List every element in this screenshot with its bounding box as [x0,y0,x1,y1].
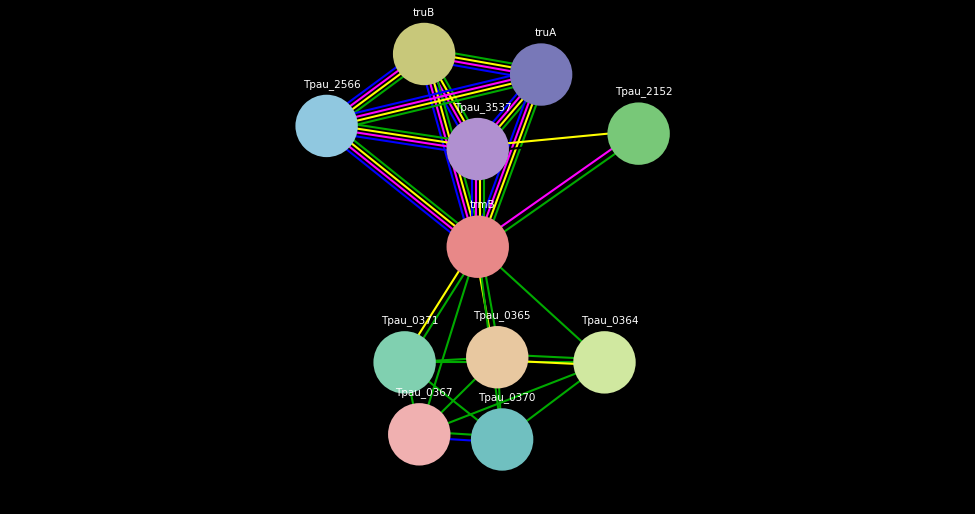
Ellipse shape [295,95,358,157]
Text: Tpau_0367: Tpau_0367 [396,387,452,398]
Ellipse shape [393,23,455,85]
Ellipse shape [447,118,509,180]
Ellipse shape [447,215,509,278]
Text: Tpau_2566: Tpau_2566 [302,79,361,89]
Ellipse shape [573,331,636,394]
Ellipse shape [373,331,436,394]
Ellipse shape [510,43,572,106]
Text: Tpau_0370: Tpau_0370 [479,392,535,403]
Ellipse shape [388,403,450,466]
Text: Tpau_0365: Tpau_0365 [474,310,530,321]
Ellipse shape [466,326,528,389]
Ellipse shape [607,102,670,165]
Text: Tpau_0371: Tpau_0371 [381,315,438,326]
Text: truB: truB [413,8,435,17]
Text: truA: truA [535,28,557,38]
Text: trmB: trmB [470,200,495,210]
Ellipse shape [471,408,533,471]
Text: Tpau_2152: Tpau_2152 [614,86,673,97]
Text: Tpau_3537: Tpau_3537 [453,102,512,113]
Text: Tpau_0364: Tpau_0364 [581,315,638,326]
